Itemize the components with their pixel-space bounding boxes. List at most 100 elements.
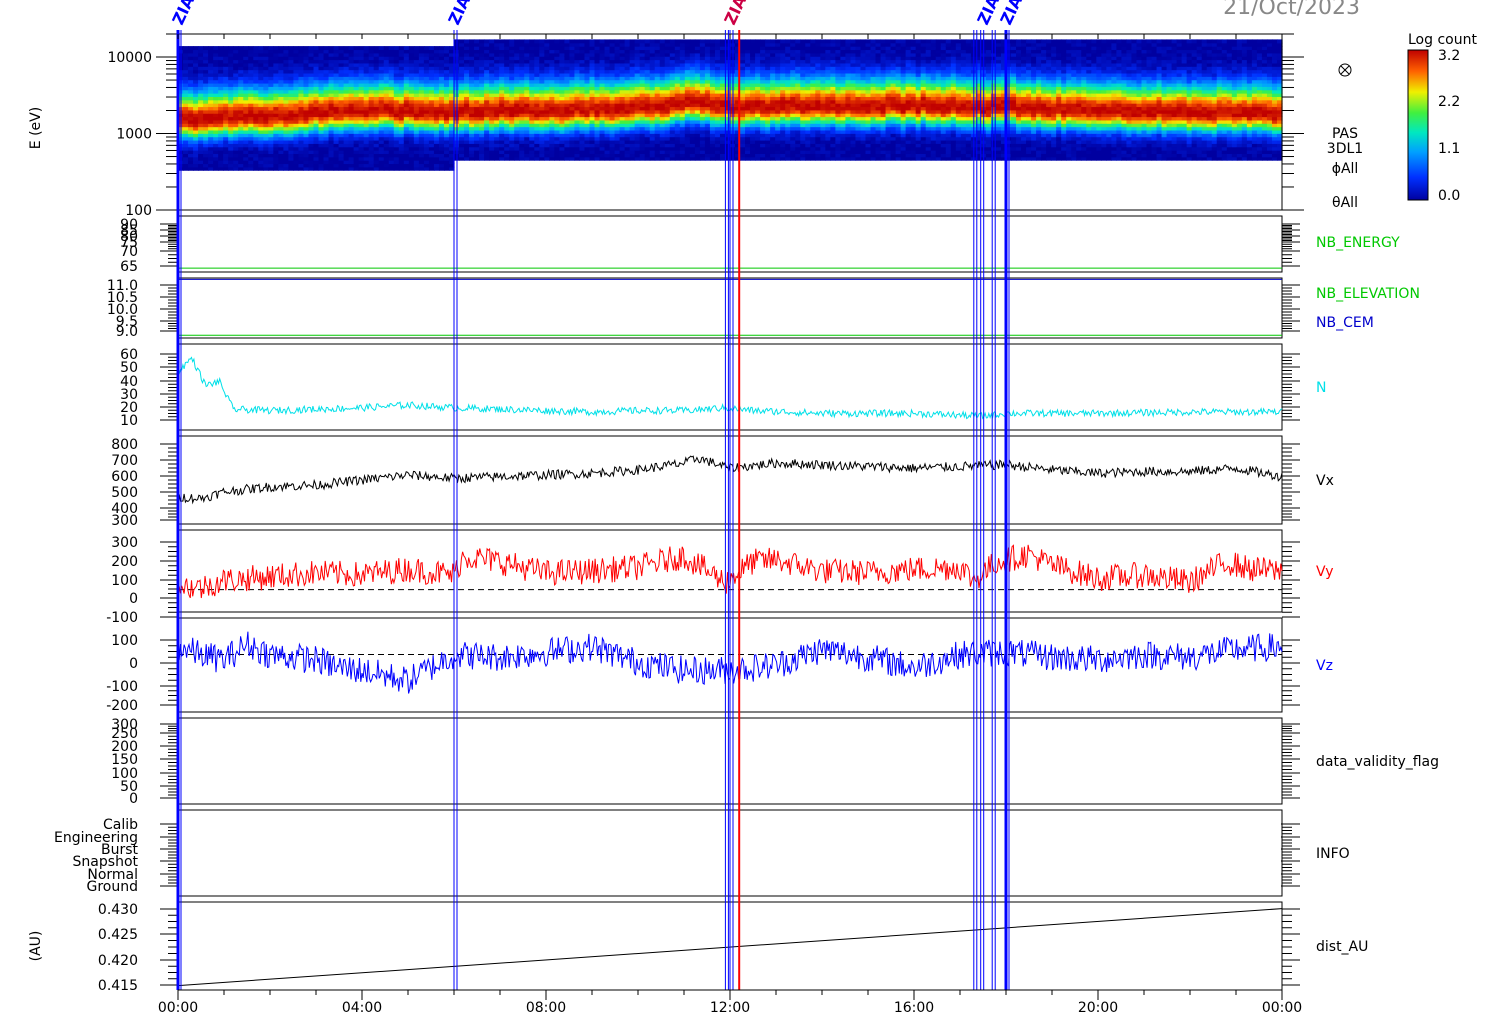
spectrogram-cell [745,156,751,161]
spectrogram-cell [604,72,611,77]
spectrogram-cell [223,76,229,81]
spectrogram-cell [574,119,581,124]
spectrogram-cell [293,116,300,121]
spectrogram-cell [413,143,420,148]
spectrogram-cell [649,46,656,51]
spectrogram-cell [443,93,450,97]
spectrogram-cell [800,150,806,154]
spectrogram-cell [403,166,410,171]
spectrogram-cell [223,56,229,61]
spectrogram-cell [845,82,852,87]
spectrogram-cell [524,133,530,138]
spectrogram-cell [193,126,199,131]
spectrogram-cell [233,146,239,151]
spectrogram-cell [569,79,576,84]
spectrogram-cell [835,66,841,71]
spectrogram-cell [308,166,315,171]
spectrogram-cell [704,96,711,101]
spectrogram-cell [669,136,676,141]
spectrogram-cell [684,69,691,74]
spectrogram-cell [489,126,495,131]
spectrogram-cell [614,66,621,71]
spectrogram-cell [378,46,385,51]
spectrogram-cell [699,93,706,97]
spectrogram-cell [313,79,320,84]
spectrogram-cell [218,66,224,71]
spectrogram-cell [348,96,355,101]
spectrogram-cell [288,52,295,57]
spectrogram-cell [188,96,194,101]
spectrogram-cell [343,82,350,87]
spectrogram-cell [539,116,545,121]
spectrogram-cell [574,76,581,81]
spectrogram-cell [519,143,525,148]
spectrogram-cell [724,156,731,161]
spectrogram-cell [288,96,295,101]
spectrogram-cell [509,139,515,144]
spectrogram-cell [850,129,857,134]
spectrogram-cell [740,72,746,77]
spectrogram-cell [433,116,440,121]
spectrogram-cell [343,163,350,168]
spectrogram-cell [724,136,731,141]
spectrogram-cell [599,76,606,81]
spectrogram-cell [293,109,300,114]
spectrogram-cell [589,129,596,134]
spectrogram-cell [724,96,731,101]
spectrogram-cell [544,123,550,128]
spectrogram-cell [790,116,796,121]
spectrogram-cell [413,166,420,171]
spectrogram-cell [248,52,254,57]
spectrogram-cell [348,133,355,138]
spectrogram-cell [624,109,631,114]
spectrogram-cell [509,42,515,47]
spectrogram-cell [223,103,229,108]
spectrogram-cell [223,72,229,77]
spectrogram-cell [438,123,445,128]
spectrogram-cell [815,76,821,81]
spectrogram-cell [213,123,219,128]
spectrogram-cell [504,119,510,124]
spectrogram-cell [499,96,505,101]
spectrogram-cell [423,139,430,144]
spectrogram-cell [288,116,295,121]
spectrogram-cell [514,150,520,154]
spectrogram-cell [574,89,581,94]
spectrogram-cell [724,116,731,121]
spectrogram-cell [644,72,651,77]
spectrogram-cell [795,72,801,77]
spectrogram-cell [494,76,500,81]
spectrogram-cell [413,160,420,165]
spectrogram-cell [674,113,681,118]
spectrogram-cell [403,160,410,165]
spectrogram-cell [433,82,440,87]
spectrogram-cell [810,42,816,47]
spectrogram-cell [519,146,525,151]
spectrogram-cell [338,76,345,81]
spectrogram-cell [745,72,751,77]
spectrogram-cell [428,79,435,84]
spectrogram-cell [278,79,284,84]
spectrogram-cell [368,129,375,134]
spectrogram-cell [469,116,475,121]
spectrogram-cell [815,123,821,128]
spectrogram-cell [704,56,711,61]
spectrogram-cell [549,89,555,94]
spectrogram-cell [233,56,239,61]
spectrogram-cell [358,59,365,64]
spectrogram-cell [438,66,445,71]
spectrogram-cell [579,82,586,87]
spectrogram-cell [368,69,375,74]
spectrogram-cell [198,56,204,61]
spectrogram-cell [273,79,279,84]
spectrogram-cell [193,59,199,64]
spectrogram-cell [278,72,284,77]
spectrogram-cell [353,103,360,108]
spectrogram-cell [428,126,435,131]
spectrogram-cell [268,163,274,168]
spectrogram-cell [780,96,786,101]
spectrogram-cell [388,133,395,138]
spectrogram-cell [554,103,560,108]
spectrogram-cell [448,79,455,84]
spectrogram-cell [529,69,535,74]
